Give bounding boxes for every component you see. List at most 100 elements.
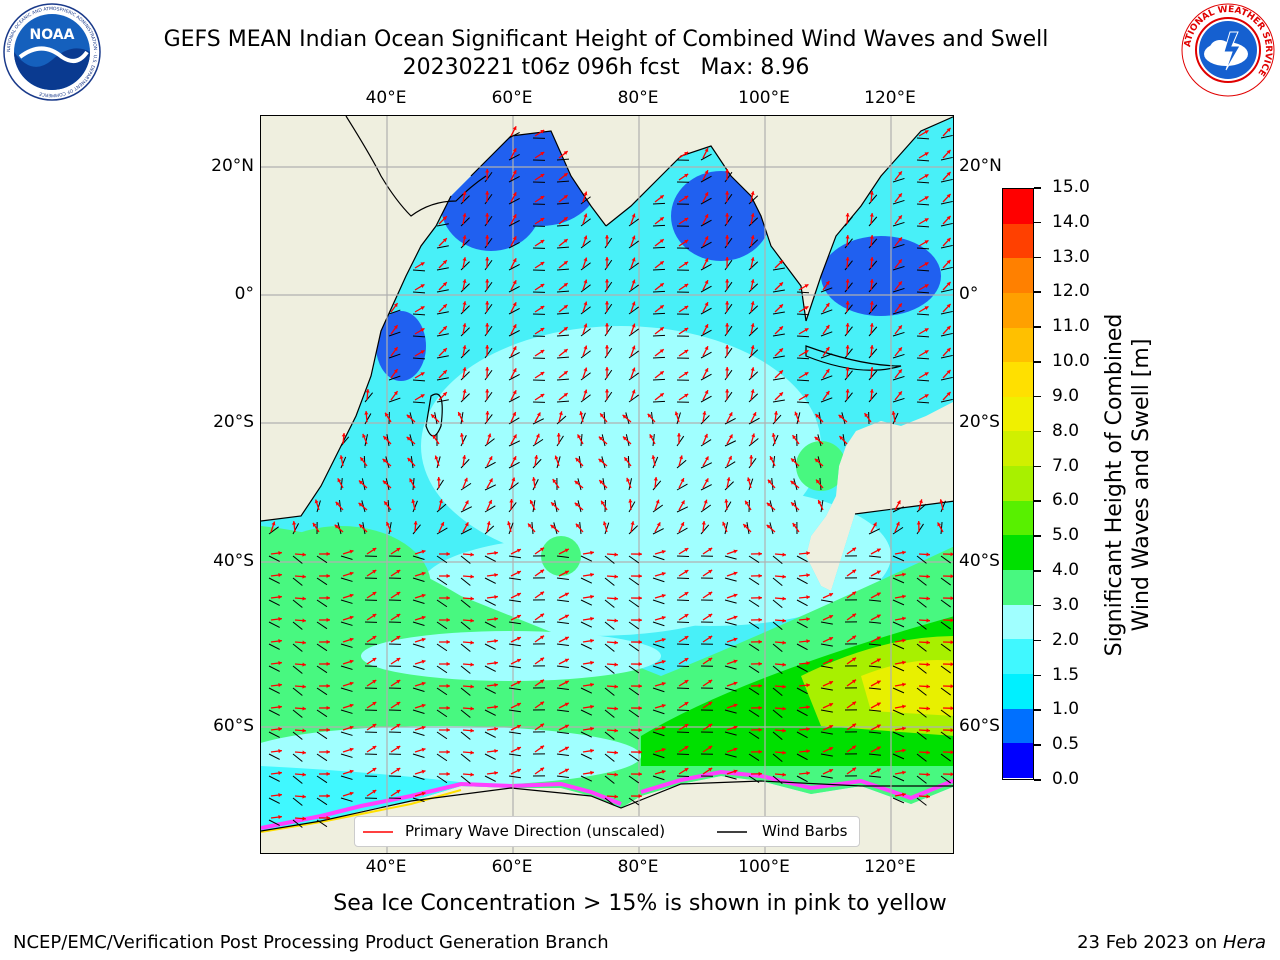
wave-arrow-head bbox=[624, 457, 629, 462]
wave-arrow-head bbox=[902, 594, 906, 599]
wave-arrow-head bbox=[420, 328, 425, 332]
wave-arrow-head bbox=[779, 260, 783, 265]
wave-arrow-head bbox=[659, 327, 664, 332]
wind-barb bbox=[412, 687, 425, 692]
wind-barb bbox=[676, 709, 690, 712]
wave-arrow-head bbox=[661, 637, 666, 642]
wind-barb bbox=[436, 267, 449, 271]
wave-arrow-head bbox=[564, 746, 569, 751]
wave-arrow-head bbox=[704, 456, 709, 461]
wave-arrow-head bbox=[302, 816, 306, 821]
lon-label-top: 120°E bbox=[864, 88, 916, 108]
wave-arrow-head bbox=[326, 683, 330, 689]
wind-barb bbox=[604, 643, 615, 652]
wind-barb bbox=[724, 643, 737, 648]
wave-arrow-head bbox=[869, 367, 874, 371]
wind-barb bbox=[292, 643, 303, 652]
wave-arrow-head bbox=[604, 257, 610, 261]
wave-arrow-head bbox=[396, 702, 401, 706]
wave-arrow-head bbox=[540, 745, 545, 750]
wave-arrow-head bbox=[563, 371, 568, 375]
wave-arrow-head bbox=[638, 640, 642, 645]
wind-barb bbox=[676, 775, 690, 778]
wind-barb bbox=[748, 709, 760, 717]
wind-barb bbox=[772, 621, 783, 630]
wind-barb bbox=[316, 599, 328, 608]
wind-barb bbox=[316, 500, 321, 513]
wave-arrow-head bbox=[393, 325, 398, 330]
wave-arrow-head bbox=[393, 369, 398, 374]
colorbar-label-line2: Wind Waves and Swell [m] bbox=[1129, 338, 1154, 632]
wind-barb bbox=[892, 506, 904, 513]
wave-arrow-head bbox=[684, 283, 689, 288]
wave-arrow-head bbox=[494, 770, 498, 776]
wave-arrow-head bbox=[924, 262, 929, 266]
wind-barb bbox=[484, 369, 493, 381]
wave-arrow-head bbox=[360, 457, 365, 462]
wave-arrow-head bbox=[540, 196, 545, 200]
wind-barb bbox=[868, 238, 878, 249]
wave-arrow-head bbox=[950, 728, 953, 733]
wave-arrow-head bbox=[845, 301, 850, 305]
wind-barb bbox=[796, 335, 810, 338]
wave-arrow-head bbox=[750, 257, 755, 262]
wind-barb bbox=[748, 261, 759, 271]
wave-arrow-head bbox=[494, 550, 498, 556]
wind-barb bbox=[724, 555, 737, 560]
wind-barb bbox=[916, 159, 930, 162]
wind-barb bbox=[724, 599, 737, 604]
wave-arrow-head bbox=[631, 213, 636, 218]
wind-barb bbox=[412, 313, 426, 316]
wave-arrow-head bbox=[421, 725, 426, 730]
colorbar-segment bbox=[1003, 604, 1033, 640]
wave-arrow-head bbox=[704, 258, 709, 263]
wave-arrow-head bbox=[614, 750, 618, 755]
wind-barb bbox=[700, 285, 712, 293]
wave-arrow-head bbox=[806, 573, 810, 578]
wind-barb bbox=[916, 687, 927, 696]
wave-arrow-head bbox=[758, 551, 762, 556]
wave-arrow-head bbox=[631, 235, 636, 240]
wave-direction-arrows bbox=[268, 125, 953, 828]
colorbar-tick-label: 8.0 bbox=[1052, 420, 1080, 441]
wave-arrow-head bbox=[684, 658, 689, 662]
wind-barb bbox=[940, 222, 953, 227]
colorbar-tick-label: 6.0 bbox=[1052, 490, 1080, 511]
wind-barb bbox=[652, 400, 666, 403]
wind-barb bbox=[628, 394, 640, 403]
wind-barb bbox=[724, 417, 736, 425]
wind-barb bbox=[292, 797, 303, 806]
wind-barb bbox=[436, 753, 448, 762]
wave-arrow-head bbox=[512, 126, 517, 131]
wave-arrow-head bbox=[470, 618, 474, 623]
wave-arrow-head bbox=[278, 815, 282, 820]
wind-barb bbox=[604, 259, 613, 271]
wave-arrow-head bbox=[869, 257, 874, 261]
wave-arrow-head bbox=[485, 411, 490, 415]
wind-barb bbox=[580, 599, 593, 606]
wave-arrow-head bbox=[579, 411, 584, 416]
wave-arrow-head bbox=[507, 521, 512, 526]
wave-arrow-head bbox=[766, 502, 771, 507]
wave-arrow-head bbox=[852, 613, 857, 618]
wave-arrow-head bbox=[758, 639, 762, 644]
wave-arrow-head bbox=[852, 723, 857, 728]
wave-arrow-head bbox=[564, 702, 569, 707]
wind-barb bbox=[916, 599, 927, 608]
wave-arrow-head bbox=[604, 345, 610, 349]
wave-arrow-head bbox=[540, 767, 545, 772]
wave-arrow-head bbox=[551, 502, 556, 507]
wind-barb bbox=[268, 731, 280, 738]
wave-arrow-head bbox=[806, 771, 810, 776]
wave-arrow-head bbox=[814, 458, 819, 463]
wind-barb bbox=[940, 310, 953, 315]
wind-barb bbox=[508, 263, 520, 271]
map-legend: Primary Wave Direction (unscaled) Wind B… bbox=[354, 816, 860, 847]
wave-arrow-head bbox=[733, 637, 738, 642]
wind-barb bbox=[340, 797, 353, 802]
wave-arrow-head bbox=[278, 727, 282, 732]
wave-arrow-head bbox=[420, 350, 425, 354]
wave-arrow-head bbox=[421, 593, 426, 598]
wave-arrow-head bbox=[725, 301, 730, 305]
wind-barb bbox=[580, 284, 591, 293]
